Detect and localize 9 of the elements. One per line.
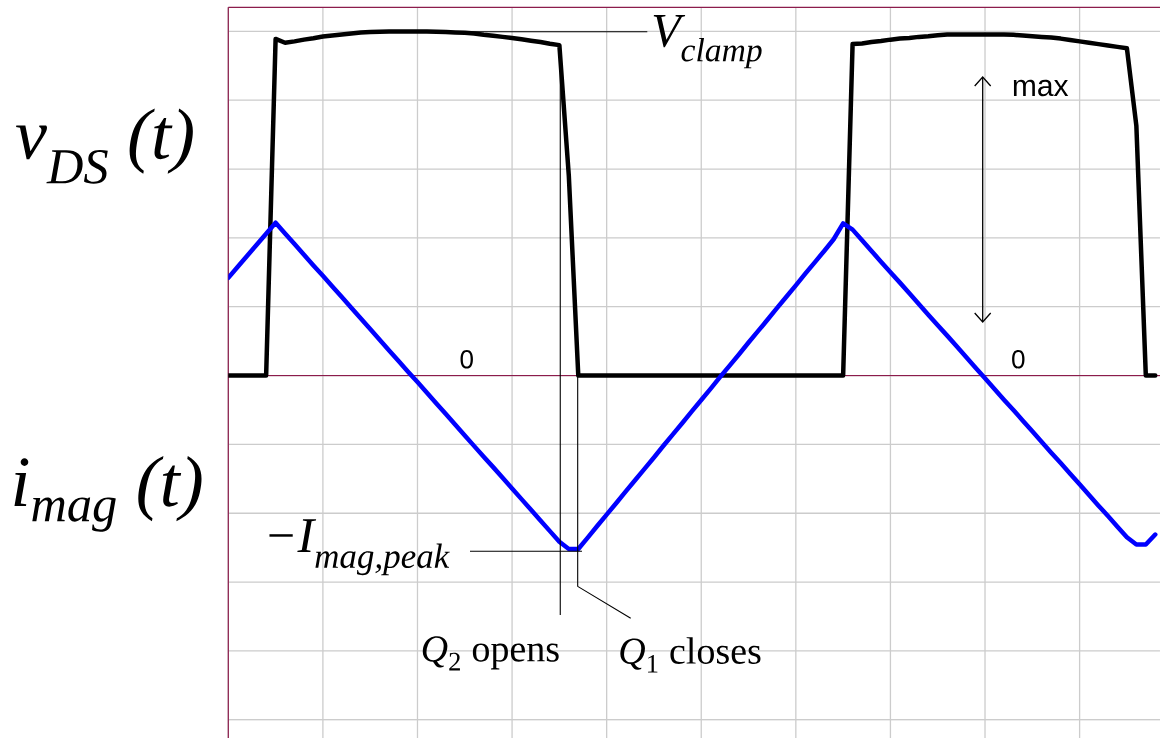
text: i$_{mag}$ (t) [14, 456, 202, 532]
annotation: −I$_{mag,peak}$ [269, 519, 450, 576]
annotation: 0 [460, 350, 473, 369]
annotation: 0 [1012, 350, 1025, 369]
text: Q$_{1}$ closes [620, 637, 761, 673]
text: v$_{DS}$ (t) [16, 108, 193, 184]
annotation: V$_{clamp}$ [653, 15, 762, 69]
text: Q$_{2}$ opens [422, 636, 559, 671]
annotation: max [1013, 79, 1069, 97]
